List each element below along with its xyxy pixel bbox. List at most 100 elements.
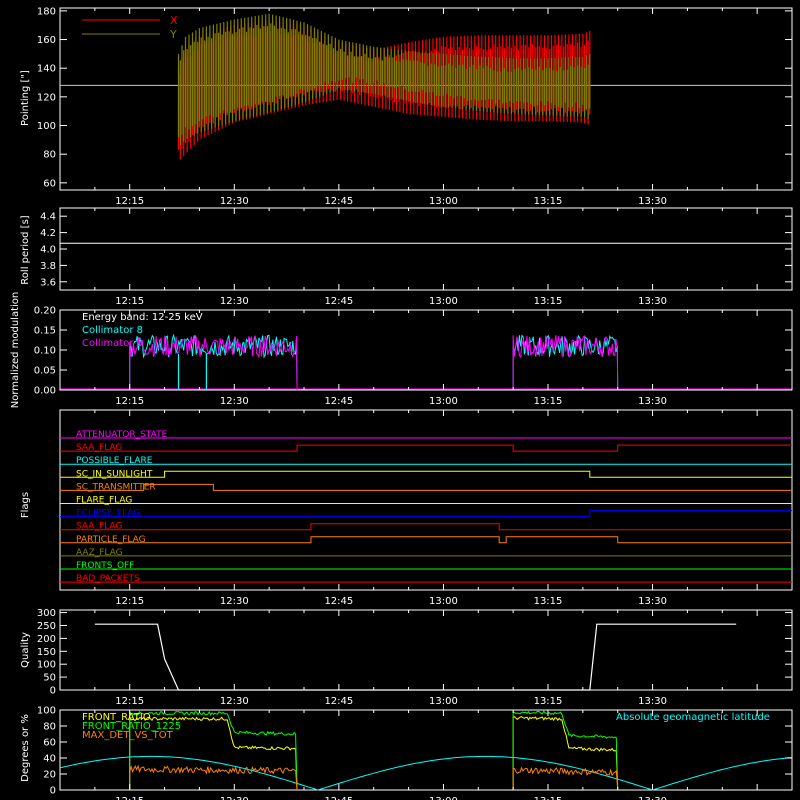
x-tick-label: 13:00: [429, 696, 458, 707]
y-tick-label: 140: [37, 64, 56, 75]
y-tick-label: 0.05: [34, 366, 56, 377]
ratios-ylabel: Degrees or %: [20, 714, 31, 782]
x-tick-label: 12:45: [324, 196, 353, 207]
flags-axes: 12:15 12:30 12:45 13:00 13:15 13:30: [59, 410, 793, 607]
ratio-series-line: [512, 716, 619, 791]
x-tick-label: 13:15: [534, 596, 563, 607]
x-tick-label: 13:00: [429, 396, 458, 407]
ratio-series-line: [129, 710, 298, 791]
quality-series-line: [94, 623, 737, 691]
pointing-legend: X Y: [82, 14, 178, 41]
pointing-frame: [59, 7, 793, 191]
x-tick-label: 12:30: [220, 396, 249, 407]
x-tick-label: 13:00: [429, 796, 458, 800]
y-tick-label: 4.0: [40, 245, 56, 256]
x-tick-label: 12:15: [115, 196, 144, 207]
collimator-9-series: [512, 334, 619, 391]
x-tick-label: 12:30: [220, 796, 249, 800]
x-tick-label: 13:30: [638, 396, 667, 407]
quality-panel: Quality 12:15 12:30 12:45 13:00 13:15 13:30 0 5…: [20, 608, 793, 707]
y-tick-label: 4.4: [40, 212, 56, 223]
y-tick-label: 150: [37, 647, 56, 658]
legend-x-label: X: [170, 14, 178, 27]
pointing-y-series: [177, 13, 591, 146]
geomagnetic-latitude-label: Absolute geomagnetic latitude: [616, 712, 770, 723]
y-tick-label: 0: [50, 686, 56, 697]
pointing-series: [60, 13, 792, 160]
x-tick-label: 13:00: [429, 196, 458, 207]
y-tick-label: 60: [43, 738, 56, 749]
energy-band-label: Energy band: 12-25 keV: [82, 312, 203, 323]
pointing-axes: 12:15 12:30 12:45 13:00 13:15 13:30 60 80 100 120…: [37, 6, 793, 207]
y-tick-label: 0.15: [34, 326, 56, 337]
legend-y-label: Y: [169, 28, 177, 41]
x-tick-label: 13:30: [638, 696, 667, 707]
y-tick-label: 80: [43, 150, 56, 161]
y-tick-label: 3.8: [40, 261, 56, 272]
flag-line: [60, 523, 792, 531]
flags-panel: Flags 12:15 12:30 12:45 13:00 13:15 13:30 ATT…: [20, 409, 793, 607]
x-tick-label: 13:15: [534, 396, 563, 407]
quality-series: [94, 623, 737, 691]
x-tick-label: 12:30: [220, 596, 249, 607]
x-tick-label: 12:30: [220, 696, 249, 707]
x-tick-label: 12:15: [115, 696, 144, 707]
flags-ylabel: Flags: [20, 492, 31, 518]
flag-label: FLARE_FLAG: [76, 496, 132, 506]
ratio-series-line: [512, 710, 619, 791]
ratios-series: [59, 710, 793, 791]
x-tick-label: 13:15: [534, 196, 563, 207]
y-tick-label: 0.00: [34, 386, 56, 397]
y-tick-label: 0.10: [34, 346, 56, 357]
flag-line: [60, 483, 792, 491]
x-tick-label: 12:45: [324, 596, 353, 607]
y-tick-label: 200: [37, 634, 56, 645]
y-tick-label: 120: [37, 92, 56, 103]
modulation-axes: 12:15 12:30 12:45 13:00 13:15 13:30 0.00 0.05 0.…: [34, 306, 793, 407]
flag-label: SC_IN_SUNLIGHT: [76, 469, 153, 479]
x-tick-label: 13:30: [638, 596, 667, 607]
flag-label: SAA_FLAG: [76, 522, 122, 532]
flag-line: [60, 510, 792, 518]
modulation-panel: Normalized modulation 12:15 12:30 12:45 13:…: [10, 292, 793, 409]
ratios-axes: 12:15 12:30 12:45 13:00 13:15 13:30 0 20 40 60 80 1…: [37, 706, 793, 800]
flag-label: POSSIBLE_FLARE: [76, 456, 153, 466]
flags-lines: ATTENUATOR_STATE SAA_FLAG POSSIBLE_FLARE SC…: [60, 430, 792, 584]
collimator-8-series: [129, 333, 298, 391]
legend-collimator-9: Collimator 9: [82, 338, 143, 349]
x-tick-label: 13:15: [534, 296, 563, 307]
geomagnetic-latitude-series: [59, 755, 793, 791]
ratios-panel: Degrees or % 12:15 12:30 12:45 13:00 13:15 13…: [20, 706, 793, 800]
y-tick-label: 3.6: [40, 277, 56, 288]
flag-label: SAA_FLAG: [76, 443, 122, 453]
flag-label: SC_TRANSMITTER: [76, 482, 156, 492]
roll-axes: 12:15 12:30 12:45 13:00 13:15 13:30 3.6 3.8 4.0 4…: [40, 208, 793, 307]
x-tick-label: 12:45: [324, 396, 353, 407]
collimator-9-series: [129, 335, 298, 391]
legend-front-ratio: FRONT_RATIO: [82, 712, 151, 723]
modulation-series: [60, 333, 792, 391]
ratio-series-line: [512, 766, 619, 791]
y-tick-label: 100: [37, 660, 56, 671]
x-tick-label: 13:30: [638, 296, 667, 307]
x-tick-label: 12:45: [324, 696, 353, 707]
y-tick-label: 0.20: [34, 306, 56, 317]
x-tick-label: 13:00: [429, 296, 458, 307]
ratios-frame: [59, 709, 793, 791]
x-tick-label: 13:15: [534, 796, 563, 800]
modulation-ylabel: Normalized modulation: [10, 292, 21, 409]
x-tick-label: 13:15: [534, 696, 563, 707]
x-tick-label: 12:45: [324, 296, 353, 307]
roll-panel: Roll period [s] 12:15 12:30 12:45 13:00 13:1…: [20, 207, 793, 307]
flag-label: ECLIPSE_FLAG: [76, 509, 140, 519]
pointing-panel: Pointing ["] 12:15 12:30 12:45 13:00 13:15 13…: [20, 6, 793, 207]
x-tick-label: 12:15: [115, 796, 144, 800]
y-tick-label: 180: [37, 6, 56, 17]
y-tick-label: 300: [37, 608, 56, 619]
x-tick-label: 13:00: [429, 596, 458, 607]
ratio-series-line: [129, 764, 298, 791]
x-tick-label: 12:30: [220, 196, 249, 207]
y-tick-label: 4.2: [40, 228, 56, 239]
flag-label: PARTICLE_FLAG: [76, 535, 146, 545]
